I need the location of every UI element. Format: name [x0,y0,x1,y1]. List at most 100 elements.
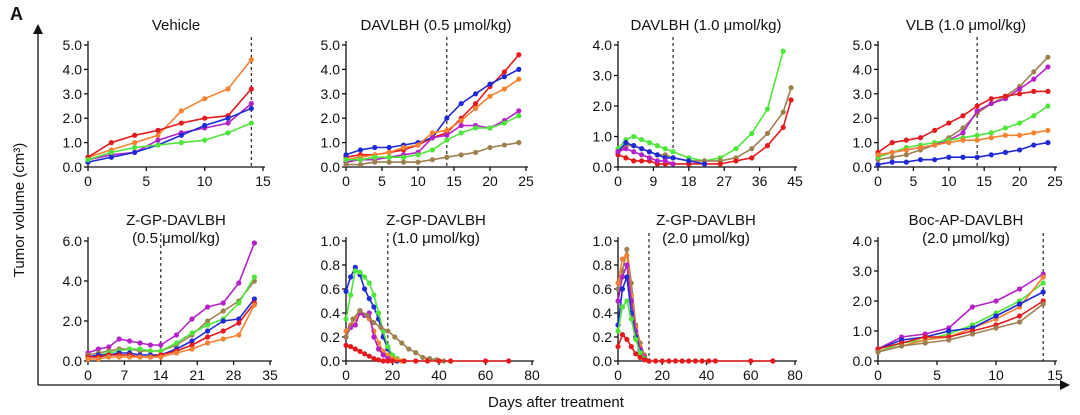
y-tick-label: 0.2 [593,329,613,345]
x-tick-label: 10 [410,173,426,189]
data-point-olive [378,324,384,330]
data-point-purple [106,344,112,350]
data-point-olive [399,340,405,346]
data-point-purple [380,352,386,358]
data-point-purple [1017,86,1023,92]
y-axis-title: Tumor volume (cm³) [11,143,28,277]
data-point-olive [458,152,464,158]
data-point-green [639,136,645,143]
data-point-orange [147,354,153,360]
data-point-red [1002,93,1009,99]
data-point-blue [654,152,660,158]
data-point-red [749,155,755,161]
data-point-purple [127,338,133,344]
x-tick-label: 5 [142,173,150,189]
y-tick-label: 1.0 [63,135,83,151]
data-point-purple [158,342,164,348]
data-point-blue [932,157,938,163]
data-point-blue [251,296,257,302]
data-point-green [473,125,479,131]
data-point-orange [988,135,994,141]
series-line-green [617,50,784,162]
data-point-purple [631,149,637,155]
data-point-green [352,268,358,274]
data-point-olive [1040,301,1046,307]
data-point-orange [385,352,391,358]
data-point-green [501,120,507,126]
data-point-green [127,346,133,352]
data-point-purple [1017,286,1023,292]
chart-panel-1: Vehicle 0.0 1.0 2.0 3.0 4.0 5.0 0 5 10 15 [63,17,271,189]
data-point-orange [917,144,924,151]
data-point-olive [749,146,755,152]
y-tick-label: 0.0 [63,353,83,369]
data-point-blue [343,288,349,294]
x-tick-label: 27 [716,173,732,189]
data-point-orange [1031,130,1037,136]
series-line-blue [617,141,705,165]
data-point-green [619,304,626,310]
panel-title: (1.0 μmol/kg) [392,230,480,247]
data-point-red [389,358,396,364]
x-axis-title: Days after treatment [488,394,625,411]
x-tick-label: 25 [1047,173,1063,189]
data-point-green [637,350,643,356]
data-point-green [780,48,786,54]
data-point-red [178,120,184,126]
data-point-orange [386,149,392,155]
data-point-orange [619,256,626,262]
data-point-purple [116,336,122,342]
series-line-red [877,300,1044,350]
data-point-blue [352,264,358,270]
data-point-blue [220,318,226,324]
data-point-purple [993,298,999,304]
data-point-orange [220,336,226,342]
global-x-arrow-icon [1060,380,1070,390]
data-point-olive [899,343,905,349]
data-point-red [132,132,138,138]
y-tick-label: 0.0 [321,353,341,369]
y-tick-label: 1.0 [321,135,341,151]
data-point-green [371,292,377,298]
data-point-red [189,342,195,348]
data-point-blue [516,66,522,72]
data-point-olive [372,159,378,165]
data-point-orange [624,252,630,258]
data-point-orange [155,132,161,138]
data-point-red [348,344,354,350]
data-point-red [623,155,629,161]
x-tick-label: 20 [1012,173,1028,189]
data-point-purple [646,155,653,161]
data-point-red [679,358,685,364]
x-tick-label: 5 [933,367,941,383]
data-point-red [619,332,626,338]
data-point-orange [501,86,507,92]
data-point-blue [132,149,138,155]
y-tick-label: 4.0 [853,233,873,249]
chart-panel-6: Z-GP-DAVLBH(1.0 μmol/kg) 0.0 0.2 0.4 0.6 0.8 1… [321,212,540,383]
data-point-red [375,357,382,363]
data-point-olive [501,142,507,148]
y-tick-label: 0.6 [321,281,341,297]
data-point-red [385,358,391,364]
data-point-green [357,157,363,163]
y-tick-label: 2.0 [63,110,83,126]
data-point-blue [444,115,450,121]
x-tick-label: 35 [262,367,278,383]
series-line-blue [877,141,1049,166]
y-tick-label: 5.0 [63,37,83,53]
panel-title: DAVLBH (0.5 μmol/kg) [361,17,512,34]
x-tick-label: 0 [874,367,882,383]
data-point-green [147,348,153,354]
data-point-red [692,358,699,364]
data-point-purple [189,316,195,322]
data-point-red [770,358,776,364]
x-tick-label: 15 [255,173,271,189]
x-tick-label: 7 [121,367,129,383]
y-tick-label: 3.0 [593,68,613,84]
data-point-olive [386,159,392,165]
data-point-red [932,127,938,133]
data-point-olive [780,109,786,115]
data-point-orange [173,350,179,356]
data-point-red [633,351,639,357]
